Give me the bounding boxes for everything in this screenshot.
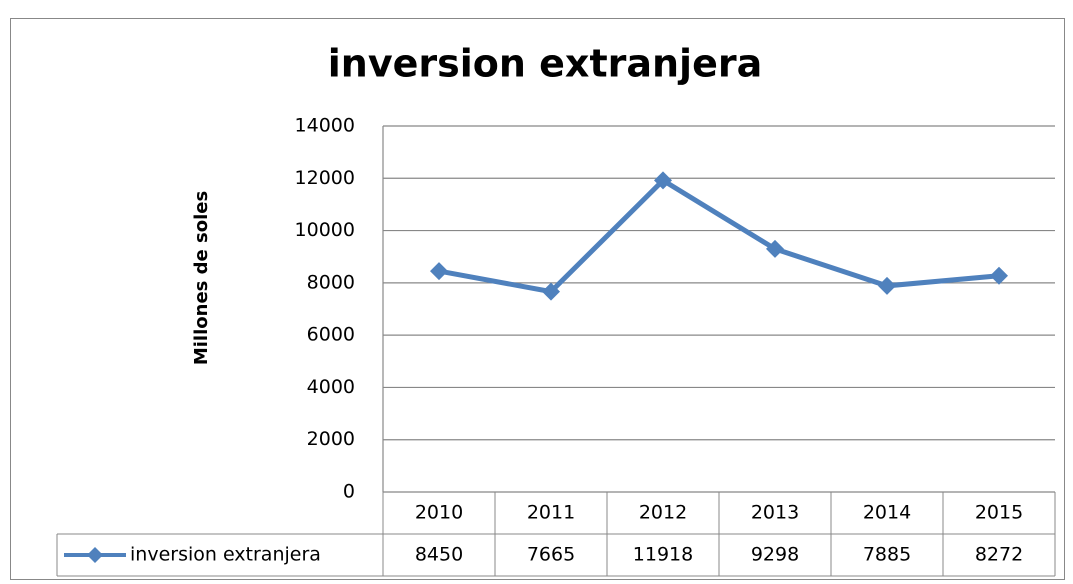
y-tick-label: 12000 — [295, 167, 355, 189]
table-value: 7885 — [863, 544, 911, 566]
chart-title: inversion extranjera — [328, 42, 762, 86]
line — [438, 177, 1000, 295]
y-tick-label: 4000 — [307, 376, 355, 398]
table-value: 9298 — [751, 544, 799, 566]
marker — [878, 276, 896, 295]
marker — [990, 266, 1008, 285]
table-value: 11918 — [633, 544, 693, 566]
table-value: 7665 — [527, 544, 575, 566]
y-tick-label: 14000 — [295, 115, 355, 137]
x-tick-label: 2010 — [415, 502, 463, 524]
table-value: 8272 — [975, 544, 1023, 566]
marker — [430, 262, 448, 281]
marker — [542, 282, 560, 301]
y-tick-label: 0 — [343, 481, 355, 503]
legend-marker — [87, 547, 103, 563]
y-tick-label: 2000 — [307, 428, 355, 450]
legend-label: inversion extranjera — [130, 544, 321, 566]
x-tick-label: 2015 — [975, 502, 1023, 524]
marker — [654, 171, 672, 190]
x-tick-label: 2014 — [863, 502, 911, 524]
x-tick-label: 2013 — [751, 502, 799, 524]
table-value: 8450 — [415, 544, 463, 566]
marker — [766, 239, 784, 258]
y-tick-label: 8000 — [307, 271, 355, 293]
chart-border — [10, 18, 1065, 580]
y-tick-label: 10000 — [295, 219, 355, 241]
y-axis-title: Millones de soles — [191, 191, 212, 365]
x-tick-label: 2011 — [527, 502, 575, 524]
y-tick-label: 6000 — [307, 324, 355, 346]
x-tick-label: 2012 — [639, 502, 687, 524]
